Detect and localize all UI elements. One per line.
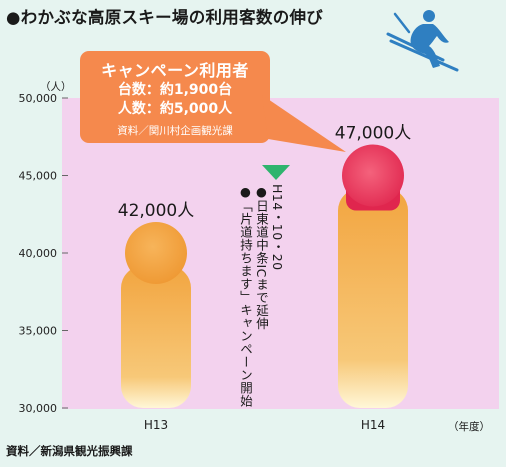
y-tick-label: 45,000 <box>19 170 58 183</box>
y-axis-unit: （人） <box>40 81 72 93</box>
bar-H14 <box>338 188 408 408</box>
value-label-H14: 47,000人 <box>335 124 411 144</box>
bar-head-H14 <box>342 144 404 207</box>
y-tick-label: 35,000 <box>19 325 58 338</box>
x-axis-ticks: H13 H14 <box>144 418 385 432</box>
skier-icon <box>386 10 459 72</box>
campaign-callout: キャンペーン利用者 台数：約1,900台 人数：約5,000人 資料／関川村企画… <box>80 51 270 143</box>
y-tick-label: 30,000 <box>19 402 58 415</box>
value-label-H13: 42,000人 <box>118 201 194 221</box>
x-tick-label-H13: H13 <box>144 418 168 432</box>
chart-title: ●わかぶな高原スキー場の利用客数の伸び <box>6 8 324 27</box>
y-tick-label: 40,000 <box>19 247 58 260</box>
bar-H13 <box>121 266 191 408</box>
x-axis-unit: （年度） <box>448 421 490 433</box>
bars: 42,000人 47,000人 <box>118 124 411 408</box>
y-axis-ticks: 30,000 35,000 40,000 45,000 50,000 <box>19 92 68 415</box>
callout-vehicles: 台数：約1,900台 <box>117 82 233 98</box>
footer-source: 資料／新潟県観光振興課 <box>6 444 133 458</box>
annotation-extension: ●日東道中条ICまで延伸 <box>254 184 269 330</box>
annotation-date: H14・10・20 <box>270 184 285 271</box>
callout-title: キャンペーン利用者 <box>101 61 249 80</box>
event-marker <box>262 165 290 180</box>
annotation-campaign: ●「片道持ちます」キャンペーン開始 <box>238 184 253 408</box>
y-tick-label: 50,000 <box>19 92 58 105</box>
callout-people: 人数：約5,000人 <box>117 101 233 117</box>
x-tick-label-H14: H14 <box>361 418 385 432</box>
callout-source: 資料／関川村企画観光課 <box>117 125 233 137</box>
bar-head-H13 <box>125 222 187 284</box>
